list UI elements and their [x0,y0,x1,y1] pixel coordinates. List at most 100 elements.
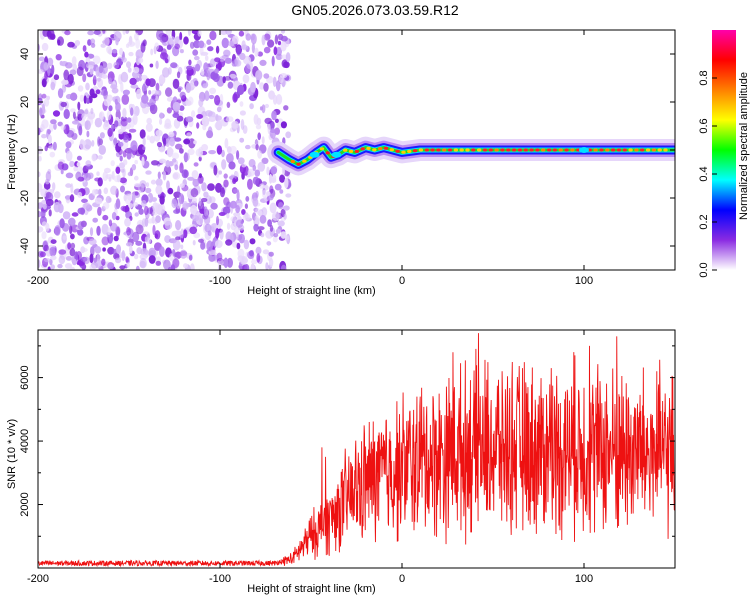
noise-blob [72,111,76,120]
noise-blob [228,161,236,170]
trace-core [459,148,464,152]
noise-blob [188,254,193,261]
noise-blob [146,117,152,125]
noise-blob [239,52,246,61]
noise-blob [43,62,49,71]
noise-blob [255,208,261,214]
noise-blob [116,174,121,183]
noise-blob [216,215,219,226]
noise-blob [221,159,227,170]
noise-blob [205,110,213,117]
noise-blob [126,117,132,123]
noise-blob [102,122,110,131]
noise-blob [263,82,269,92]
trace-core [482,148,488,152]
noise-blob [69,160,75,168]
noise-blob [195,63,201,72]
noise-blob [250,259,258,265]
noise-blob [250,263,255,270]
noise-blob [139,129,146,139]
trace-core [471,148,476,152]
noise-blob [126,262,130,268]
noise-blob [107,262,115,270]
noise-blob [262,189,267,199]
noise-blob [219,187,226,198]
noise-blob [54,191,61,199]
noise-blob [158,146,165,153]
noise-blob [144,236,149,243]
trace-core [319,147,325,151]
noise-blob [53,201,61,213]
noise-blob [50,81,56,91]
noise-blob [257,226,265,231]
tone-trace [267,136,675,176]
noise-blob [159,246,165,257]
noise-blob [77,85,84,92]
noise-blob [69,248,76,257]
noise-blob [156,141,163,148]
noise-blob [154,233,158,239]
noise-blob [73,166,78,172]
noise-blob [69,69,77,76]
noise-blob [151,89,159,96]
trace-core [663,148,668,152]
noise-blob [128,128,137,133]
noise-blob [218,212,226,216]
noise-blob [85,98,90,104]
noise-blob [204,223,212,233]
noise-blob [267,39,275,48]
noise-blob [129,77,137,85]
noise-blob [197,30,202,37]
snr-series-line [38,333,675,568]
noise-blob [194,55,200,61]
noise-blob [76,162,81,167]
noise-blob [57,161,65,170]
noise-blob [120,81,124,93]
noise-blob [247,168,255,177]
noise-blob [222,206,231,215]
noise-blob [90,43,96,48]
noise-blob [201,182,207,192]
noise-blob [242,74,250,84]
noise-blob [117,128,124,135]
noise-blob [214,57,221,63]
noise-blob [219,56,226,62]
trace-core [354,149,360,153]
trace-core [500,148,505,152]
noise-blob [96,171,100,176]
noise-blob [38,149,43,155]
noise-blob [52,141,57,151]
noise-blob [203,206,208,217]
snr-plot-area [38,333,675,568]
noise-blob [176,71,181,79]
noise-blob [79,94,85,103]
noise-blob [272,94,278,105]
noise-blob [223,179,229,188]
noise-blob [149,97,157,106]
trace-core [302,159,307,163]
noise-blob [284,177,289,189]
noise-blob [106,110,112,121]
noise-blob [179,31,183,41]
noise-blob [97,206,102,216]
noise-blob [53,122,57,130]
noise-blob [261,157,269,164]
noise-blob [176,115,184,122]
noise-blob [133,66,140,74]
noise-blob [86,130,90,138]
noise-blob [178,112,184,117]
noise-blob [233,81,241,86]
noise-blob [261,136,265,145]
noise-blob [249,103,254,110]
noise-blob [40,209,46,219]
noise-blob [63,69,70,81]
noise-blob [259,59,267,66]
noise-blob [180,228,184,239]
noise-blob [257,51,264,57]
noise-blob [244,203,248,209]
noise-blob [128,203,134,209]
noise-blob [148,90,152,95]
snr-y-tick-label: 2000 [19,492,31,516]
noise-blob [142,39,147,47]
noise-blob [74,251,79,262]
